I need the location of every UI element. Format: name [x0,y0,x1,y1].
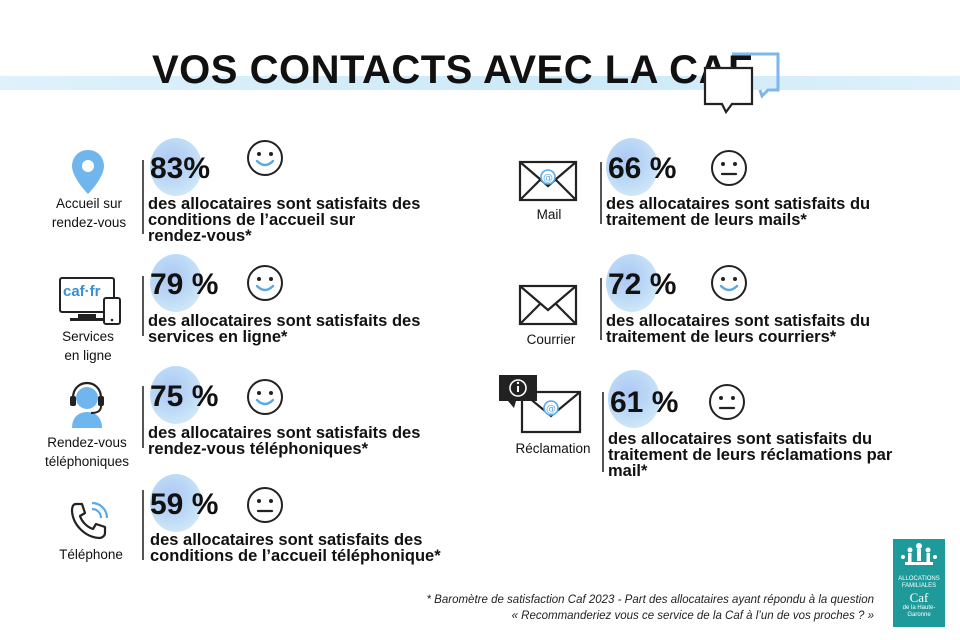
caf-logo: ALLOCATIONS FAMILIALES Caf de la Haute- … [893,539,945,627]
divider [142,386,144,448]
percent-blob [608,370,660,428]
description: des allocataires sont satisfaits du trait… [606,312,871,346]
divider [142,490,144,560]
description: des allocataires sont satisfaits des cond… [150,531,441,565]
description: des allocataires sont satisfaits des cond… [148,195,421,245]
description: des allocataires sont satisfaits du trait… [608,430,893,480]
footnote: * Baromètre de satisfaction Caf 2023 - P… [426,594,874,622]
headset-agent-icon [70,381,104,428]
complaint-envelope-icon: @ [499,375,582,434]
phone-icon [70,501,109,540]
percent-value: 61 % [610,386,679,419]
divider [142,276,144,336]
percent-blob [150,474,202,532]
letter-envelope-icon [518,284,578,326]
smile-face-icon [247,140,283,176]
label-courrier: Courrier [526,332,576,347]
divider [600,162,602,224]
label-mail: Mail [536,207,562,222]
svg-text:@: @ [546,404,556,415]
label-services: Services en ligne [62,329,114,363]
label-telephone: Téléphone [59,547,123,562]
svg-text:@: @ [543,173,553,184]
description: des allocataires sont satisfaits du trait… [606,195,871,229]
divider [142,160,144,234]
percent-value: 75 % [150,380,219,413]
neutral-face-icon [247,487,283,523]
neutral-face-icon [709,384,745,420]
neutral-face-icon [711,150,747,186]
smile-face-icon [247,379,283,415]
percent-value: 79 % [150,268,219,301]
percent-value: 83% [150,152,211,185]
description: des allocataires sont satisfaits des serv… [148,312,421,346]
percent-value: 59 % [150,488,219,521]
label-accueil: Accueil sur rendez-vous [51,196,127,230]
label-reclamation: Réclamation [515,441,591,456]
percent-blob [606,138,658,196]
email-envelope-icon: @ [518,160,578,202]
description: des allocataires sont satisfaits des rend… [148,424,421,458]
smile-face-icon [247,265,283,301]
label-rdv-tel: Rendez-vous téléphoniques [44,435,130,469]
percent-value: 72 % [608,268,677,301]
percent-blob [606,254,658,312]
caf-fr-screen-text: caf·fr [63,283,101,300]
computer-phone-icon [59,277,121,325]
page-title: VOS CONTACTS AVEC LA CAF [152,48,753,92]
percent-blob [150,254,202,312]
divider [600,278,602,340]
family-emblem-icon [901,543,937,565]
percent-blob [150,366,202,424]
percent-blob [150,138,202,196]
divider [602,392,604,472]
location-pin-icon [72,150,104,194]
smile-face-icon [711,265,747,301]
percent-value: 66 % [608,152,677,185]
chat-bubbles-icon [703,52,780,115]
